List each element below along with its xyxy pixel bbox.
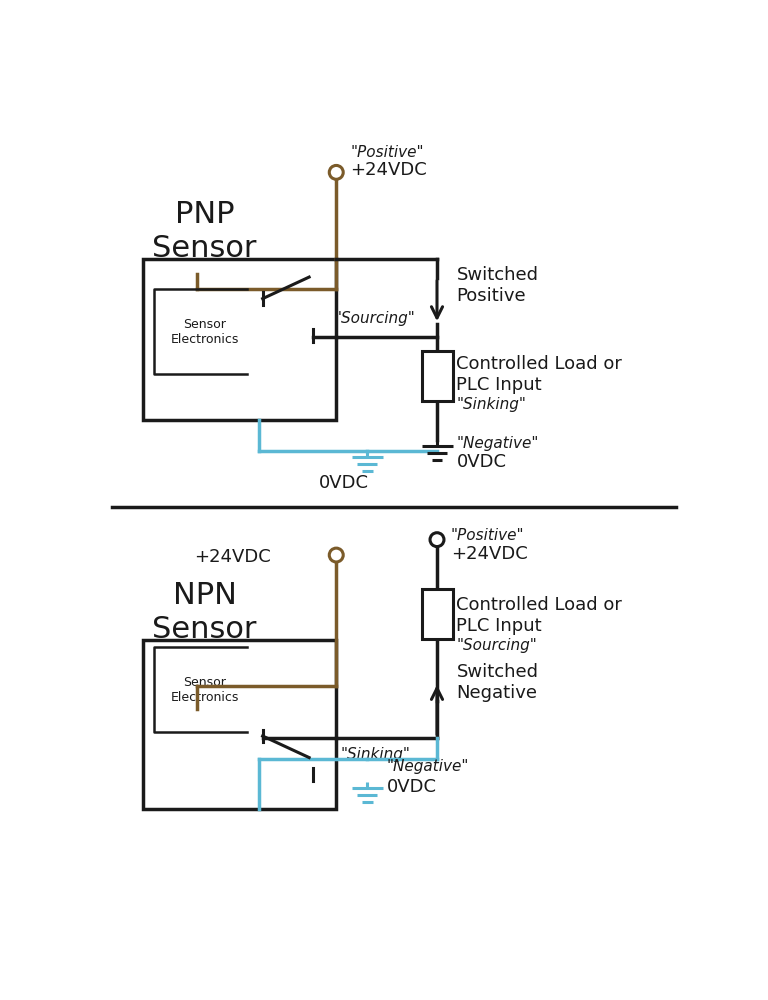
- Text: Sensor
Electronics: Sensor Electronics: [170, 318, 239, 346]
- Text: +24VDC: +24VDC: [350, 161, 427, 179]
- Text: "Sourcing": "Sourcing": [335, 311, 415, 326]
- Circle shape: [329, 165, 343, 179]
- Text: "Positive": "Positive": [350, 145, 424, 160]
- Text: "Negative": "Negative": [456, 436, 538, 451]
- Bar: [422, 351, 452, 401]
- Text: Controlled Load or
PLC Input: Controlled Load or PLC Input: [456, 596, 622, 635]
- Text: "Sinking": "Sinking": [340, 747, 410, 762]
- Text: +24VDC: +24VDC: [451, 545, 528, 563]
- Text: NPN
Sensor: NPN Sensor: [152, 582, 257, 644]
- Text: "Positive": "Positive": [451, 528, 525, 543]
- Text: +24VDC: +24VDC: [194, 548, 270, 566]
- Text: "Sourcing": "Sourcing": [456, 638, 537, 653]
- Text: "Sinking": "Sinking": [456, 397, 526, 412]
- Text: 0VDC: 0VDC: [456, 453, 506, 471]
- Text: Sensor
Electronics: Sensor Electronics: [170, 676, 239, 704]
- Text: 0VDC: 0VDC: [386, 778, 437, 796]
- Text: Switched
Negative: Switched Negative: [456, 663, 538, 702]
- Text: 0VDC: 0VDC: [319, 474, 369, 492]
- Bar: [143, 259, 336, 420]
- Circle shape: [430, 533, 444, 547]
- Bar: [143, 640, 336, 809]
- Text: Switched
Positive: Switched Positive: [456, 266, 538, 305]
- Circle shape: [329, 548, 343, 562]
- Bar: [422, 589, 452, 639]
- Text: "Negative": "Negative": [386, 759, 469, 774]
- Text: PNP
Sensor: PNP Sensor: [152, 200, 257, 263]
- Text: Controlled Load or
PLC Input: Controlled Load or PLC Input: [456, 355, 622, 393]
